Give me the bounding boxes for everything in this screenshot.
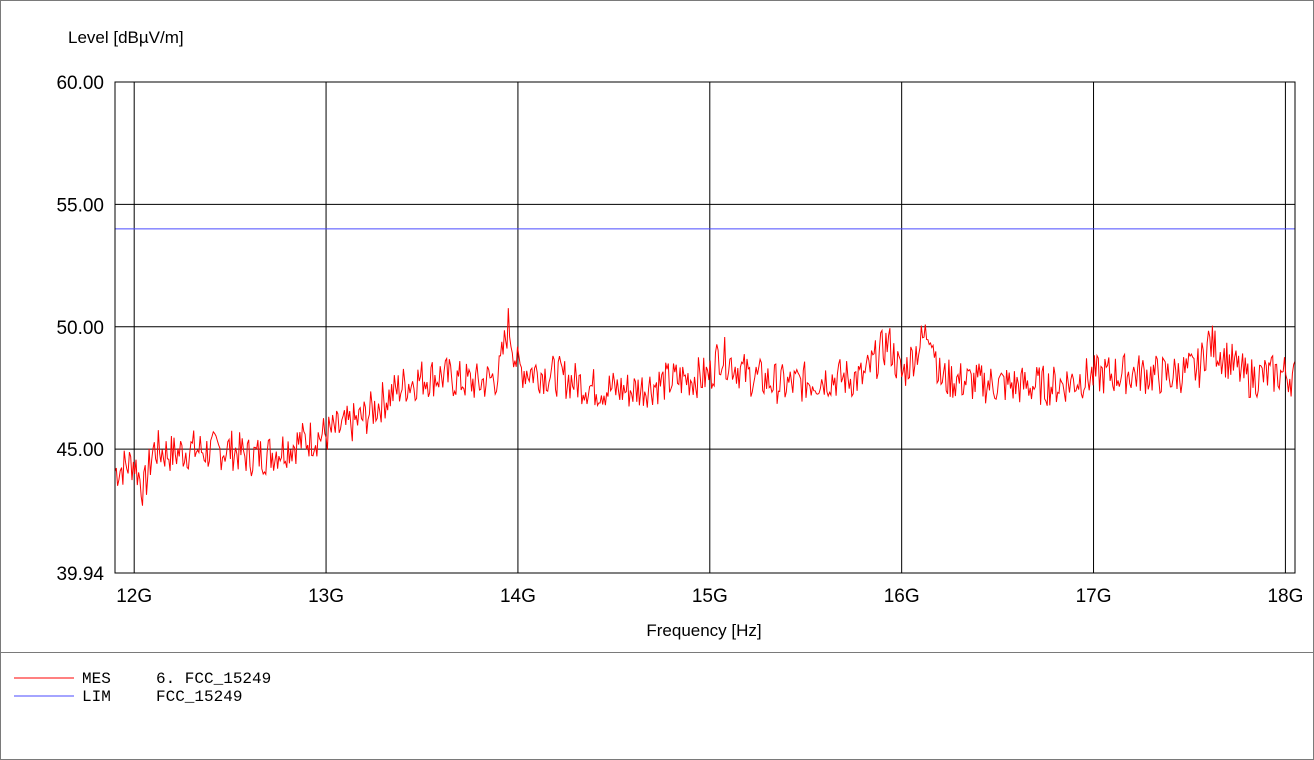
- series-group: [114, 228, 1296, 506]
- x-tick-label: 12G: [116, 586, 152, 607]
- legend-code-mes: MES: [82, 670, 111, 688]
- y-tick-label: 60.00: [56, 73, 104, 94]
- y-tick-labels: 60.00 55.00 50.00 45.00 39.94: [56, 73, 104, 585]
- grid: [115, 81, 1295, 574]
- plot-border: [114, 81, 1296, 574]
- y-tick-label: 55.00: [56, 195, 104, 216]
- x-tick-label: 16G: [884, 586, 920, 607]
- y-tick-label: 45.00: [56, 440, 104, 461]
- y-tick-label: 39.94: [56, 564, 104, 585]
- x-tick-label: 13G: [308, 586, 344, 607]
- x-tick-label: 14G: [500, 586, 536, 607]
- y-tick-label: 50.00: [56, 318, 104, 339]
- x-tick-label: 18G: [1267, 586, 1303, 607]
- x-axis-label: Frequency [Hz]: [646, 621, 761, 640]
- x-tick-label: 15G: [692, 586, 728, 607]
- legend-code-lim: LIM: [82, 688, 111, 706]
- x-tick-label: 17G: [1076, 586, 1112, 607]
- legend-text-lim: FCC_15249: [156, 688, 242, 706]
- series-mes-line: [114, 308, 1296, 506]
- y-axis-label: Level [dBµV/m]: [68, 28, 184, 47]
- legend: MES 6. FCC_15249 LIM FCC_15249: [14, 670, 271, 706]
- x-tick-labels: 12G 13G 14G 15G 16G 17G 18G: [116, 586, 1303, 607]
- legend-text-mes: 6. FCC_15249: [156, 670, 271, 688]
- legend-divider: [1, 652, 1313, 653]
